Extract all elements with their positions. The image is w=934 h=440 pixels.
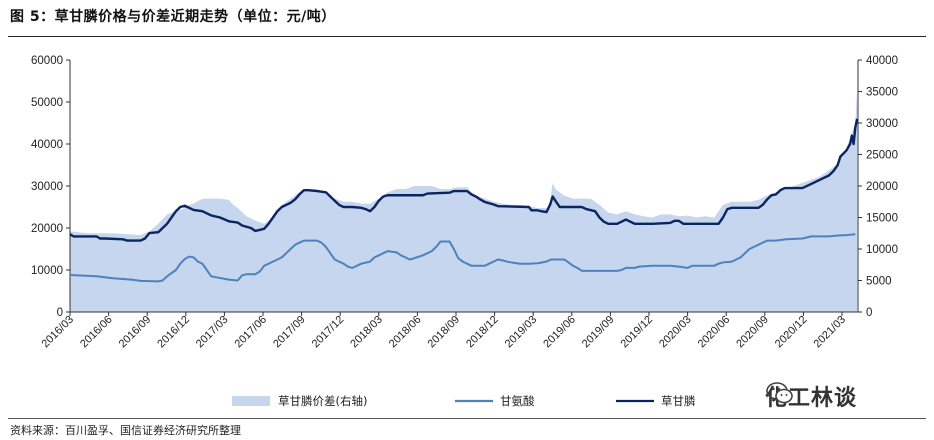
right-tick-label: 10000 (866, 244, 898, 256)
x-tick-label: 2018/03 (348, 314, 385, 351)
right-tick-label: 0 (866, 307, 872, 319)
x-tick-label: 2020/09 (734, 314, 771, 351)
left-tick-label: 0 (57, 307, 63, 319)
left-tick-label: 10000 (31, 265, 63, 277)
chart-title: 图 5：草甘膦价格与价差近期走势（单位：元/吨） (10, 9, 336, 25)
left-tick-label: 50000 (31, 97, 63, 109)
watermark: 化工林谈 (765, 380, 857, 412)
x-tick-label: 2016/09 (117, 314, 154, 351)
x-tick-label: 2016/06 (78, 314, 115, 351)
right-tick-label: 30000 (866, 118, 898, 130)
x-tick-label: 2016/03 (40, 314, 77, 351)
x-tick-label: 2019/09 (580, 314, 617, 351)
x-tick-label: 2020/03 (657, 314, 694, 351)
legend-label-spread: 草甘膦价差(右轴) (278, 394, 367, 408)
series-glyphosate-line (69, 118, 859, 242)
x-tick-label: 2019/12 (619, 314, 656, 351)
x-tick-label: 2018/12 (464, 314, 501, 351)
footer-divider (8, 418, 926, 419)
x-tick-label: 2019/06 (541, 314, 578, 351)
left-tick-label: 20000 (31, 223, 63, 235)
legend-label-glycine: 甘氨酸 (500, 394, 535, 408)
x-tick-label: 2017/06 (233, 314, 270, 351)
source-note: 资料来源：百川盈孚、国信证券经济研究所整理 (10, 424, 241, 437)
legend: 草甘膦价差(右轴) 甘氨酸 草甘膦 (232, 394, 696, 408)
left-tick-label: 40000 (31, 139, 63, 151)
x-tick-label: 2021/03 (812, 314, 849, 351)
series-glycine-line (69, 233, 856, 283)
right-tick-label: 15000 (866, 213, 898, 225)
x-tick-label: 2017/09 (271, 314, 308, 351)
x-tick-label: 2017/12 (310, 314, 347, 351)
left-tick-label: 30000 (31, 181, 63, 193)
right-tick-label: 5000 (866, 276, 892, 288)
series-spread-area (70, 91, 858, 312)
x-tick-label: 2020/06 (696, 314, 733, 351)
spread-area-layer (70, 91, 858, 312)
title-underline (8, 36, 926, 37)
lines-layer (69, 118, 859, 283)
left-tick-label: 60000 (31, 55, 63, 67)
x-tick-label: 2018/09 (426, 314, 463, 351)
right-tick-label: 20000 (866, 181, 898, 193)
x-tick-label: 2019/03 (503, 314, 540, 351)
right-tick-label: 25000 (866, 150, 898, 162)
x-tick-label: 2020/12 (773, 314, 810, 351)
legend-label-glyphosate: 草甘膦 (661, 394, 696, 408)
right-tick-label: 35000 (866, 87, 898, 99)
x-tick-label: 2017/03 (194, 314, 231, 351)
right-tick-label: 40000 (866, 55, 898, 67)
legend-swatch-spread (232, 396, 270, 406)
x-tick-label: 2018/06 (387, 314, 424, 351)
x-tick-label: 2016/12 (155, 314, 192, 351)
wechat-icon (766, 382, 793, 404)
